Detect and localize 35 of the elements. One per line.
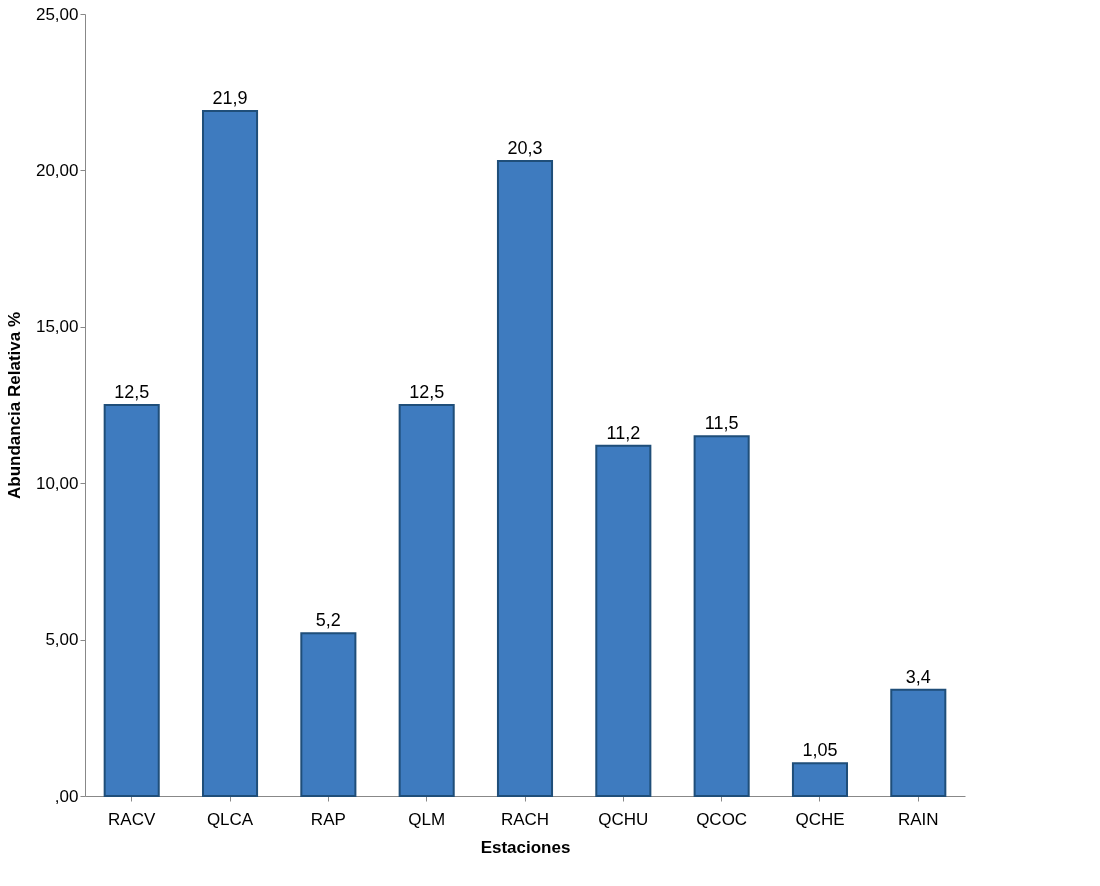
x-tick-label: RACH — [500, 809, 550, 829]
y-tick-label: 25,00 — [35, 4, 79, 24]
x-tick-label: QLM — [408, 809, 446, 829]
x-tick-label: QCHE — [795, 809, 845, 829]
x-tick-label: RAIN — [897, 809, 939, 829]
y-tick-label: 20,00 — [35, 160, 79, 180]
data-label: 20,3 — [507, 138, 543, 159]
bar — [791, 762, 849, 797]
bar — [103, 404, 160, 797]
data-label: 12,5 — [114, 382, 150, 402]
data-label: 21,9 — [212, 87, 248, 108]
bar — [595, 444, 652, 797]
bar — [300, 632, 357, 797]
y-tick-label: ,00 — [54, 786, 79, 806]
data-label: 1,05 — [802, 740, 838, 761]
bar — [890, 688, 947, 797]
bar — [398, 404, 455, 797]
data-label: 12,5 — [409, 382, 445, 402]
data-label: 3,4 — [905, 666, 931, 687]
x-tick-label: QLCA — [206, 809, 254, 829]
data-label: 5,2 — [315, 610, 341, 631]
y-tick-label: 10,00 — [35, 473, 79, 493]
x-tick-label: RAP — [310, 809, 346, 829]
bar — [201, 109, 259, 797]
bar — [693, 435, 750, 797]
y-axis-title: Abundancia Relativa % — [4, 311, 24, 500]
y-tick-label: 5,00 — [45, 630, 79, 650]
x-axis-title: Estaciones — [480, 837, 571, 857]
y-tick-label: 15,00 — [35, 317, 79, 337]
data-label: 11,5 — [704, 413, 739, 434]
bar — [496, 160, 554, 797]
x-tick-label: QCOC — [696, 809, 748, 829]
x-tick-label: QCHU — [598, 809, 649, 829]
x-tick-label: RACV — [108, 809, 156, 829]
data-label: 11,2 — [606, 422, 641, 443]
